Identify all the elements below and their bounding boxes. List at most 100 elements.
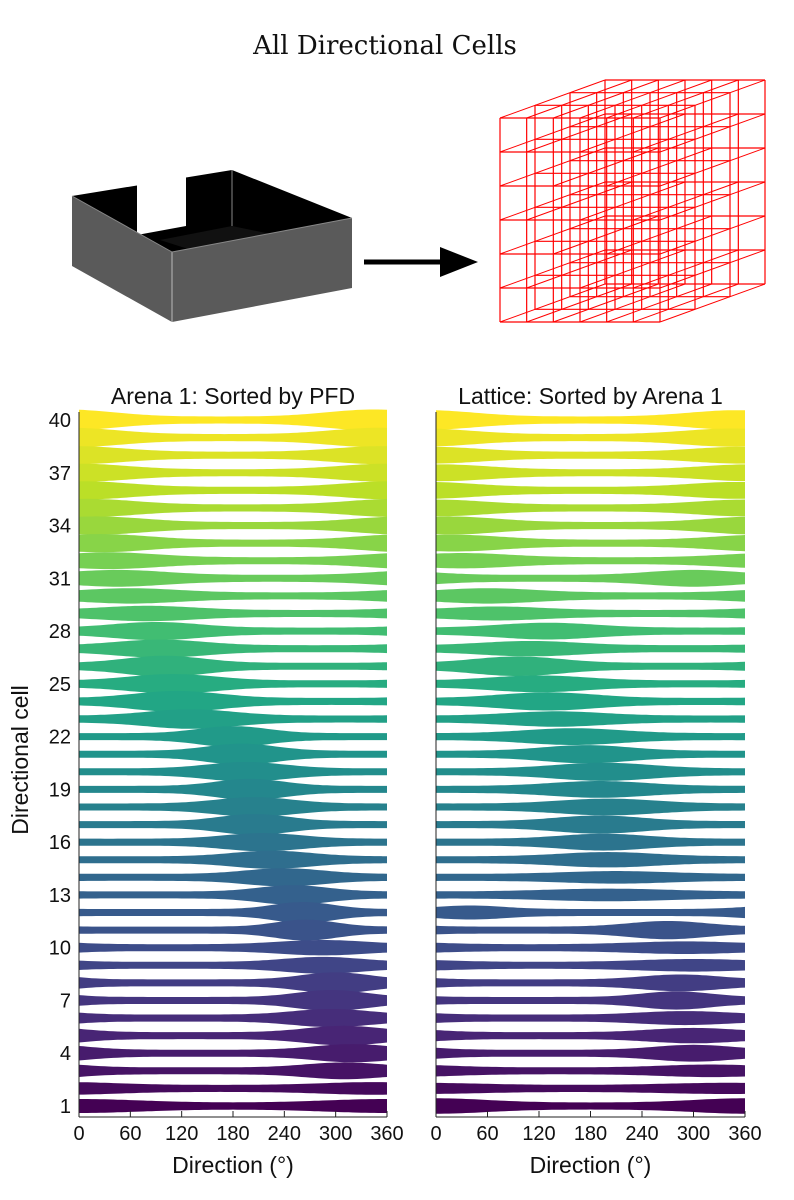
ridge-cell-37: [436, 464, 745, 482]
lattice-line: [633, 79, 739, 119]
lattice-line: [499, 113, 606, 153]
y-tick-label: 25: [49, 674, 71, 696]
y-tick-label: 31: [49, 568, 71, 590]
lattice-line: [633, 249, 739, 289]
ridge-cell-40: [436, 410, 745, 430]
ridge-cell-25: [436, 675, 745, 693]
ridge-cell-16: [436, 833, 745, 851]
ridge-cell-27: [436, 641, 745, 657]
x-tick-label: 360: [728, 1123, 761, 1145]
figure-title: All Directional Cells: [252, 31, 517, 61]
ridge-cell-39: [79, 427, 387, 448]
x-tick-label: 240: [268, 1123, 301, 1145]
ridge-cell-10: [79, 940, 387, 956]
ridge-cell-23: [79, 709, 387, 729]
lattice-line: [606, 283, 712, 323]
lattice-line: [659, 113, 766, 153]
ridge-cell-5: [79, 1025, 387, 1046]
lattice-line: [659, 283, 766, 323]
ridge-cell-39: [436, 428, 745, 447]
lattice-line: [499, 79, 606, 119]
ridge-cell-32: [436, 553, 745, 569]
ridge-cell-31: [79, 569, 387, 587]
ridge-cell-12: [79, 902, 387, 923]
ridge-cell-3: [436, 1064, 745, 1078]
x-tick-label: 60: [119, 1123, 141, 1145]
lattice-line: [659, 79, 766, 119]
ridge-cell-28: [79, 622, 387, 641]
y-tick-label: 34: [49, 516, 71, 538]
y-tick-label: 7: [60, 990, 71, 1012]
ridge-cell-13: [79, 885, 387, 905]
y-tick-label: 16: [49, 832, 71, 854]
ridge-cell-33: [436, 534, 745, 552]
lattice-line: [553, 147, 659, 187]
ridge-cell-36: [79, 481, 387, 500]
ridge-cell-31: [436, 569, 745, 587]
chart-lattice: Lattice: Sorted by Arena 1 0 60 120 180 240 30…: [430, 383, 761, 1178]
ridge-cell-3: [79, 1062, 387, 1080]
y-tick-label: 22: [49, 727, 71, 749]
ridge-cell-9: [79, 956, 387, 974]
lattice-line: [526, 113, 632, 153]
lattice-line: [579, 249, 686, 289]
ridge-cell-5: [436, 1027, 745, 1044]
ridge-cell-21: [79, 743, 387, 765]
ridge-cell-10: [436, 941, 745, 954]
y-tick-label: 40: [49, 410, 71, 432]
lattice-line: [659, 147, 766, 187]
y-tick-label: 13: [49, 885, 71, 907]
ridge-cell-22: [436, 728, 745, 745]
ridge-cell-15: [436, 852, 745, 868]
ridge-cell-20: [436, 762, 745, 781]
ridge-cell-35: [79, 498, 387, 517]
lattice-line: [606, 147, 712, 187]
lattice-line: [526, 181, 632, 221]
ridge-cell-7: [436, 991, 745, 1010]
ridge-cell-34: [79, 516, 387, 535]
x-tick-label: 180: [574, 1123, 607, 1145]
lattice-line: [499, 181, 606, 221]
ridge-cell-7: [79, 990, 387, 1011]
lattice-line: [499, 283, 606, 323]
x-tick-label: 360: [370, 1123, 403, 1145]
ridge-cell-38: [436, 446, 745, 464]
ridge-cell-24: [79, 690, 387, 712]
ridge-cell-2: [79, 1082, 387, 1095]
x-tick-label: 60: [476, 1123, 498, 1145]
ridge-cell-20: [79, 762, 387, 782]
lattice-line: [553, 215, 659, 255]
ridge-cell-21: [436, 745, 745, 764]
ridge-cell-1: [436, 1098, 745, 1114]
ridge-cell-11: [79, 919, 387, 941]
ridge-cell-12: [436, 905, 745, 920]
y-tick-label: 19: [49, 779, 71, 801]
ridge-cell-32: [79, 552, 387, 570]
ridge-cell-19: [436, 781, 745, 798]
y-tick-label: 4: [60, 1043, 71, 1065]
lattice-line: [526, 283, 632, 323]
lattice-line: [526, 79, 632, 119]
arena-box-icon: [71, 170, 353, 322]
ridge-cell-18: [436, 798, 745, 816]
ridge-cell-14: [79, 868, 387, 887]
ridge-cell-1: [79, 1099, 387, 1113]
ridge-cell-11: [436, 921, 745, 940]
x-axis-label: Direction (°): [172, 1152, 294, 1178]
ridge-cell-9: [436, 959, 745, 972]
lattice-line: [526, 249, 632, 289]
x-tick-label: 120: [522, 1123, 555, 1145]
y-tick-label: 28: [49, 621, 71, 643]
ridge-cell-17: [79, 814, 387, 836]
ridge-cell-36: [436, 482, 745, 499]
x-tick-label: 240: [625, 1123, 658, 1145]
ridge-cell-27: [79, 639, 387, 658]
lattice-line: [659, 249, 766, 289]
ridge-cell-35: [436, 499, 745, 517]
lattice-line: [553, 79, 659, 119]
ridge-cell-4: [436, 1044, 745, 1062]
lattice-line: [659, 181, 766, 221]
ridge-cell-15: [79, 850, 387, 869]
lattice-line: [606, 79, 712, 119]
